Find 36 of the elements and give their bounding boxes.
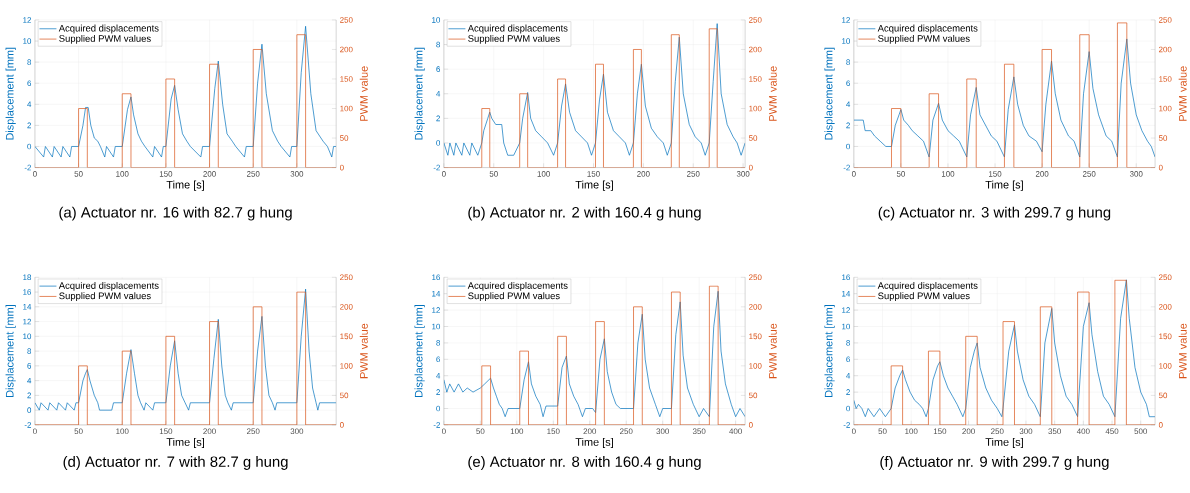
legend-label: Supplied PWM values [468, 35, 560, 44]
y2-axis-title: PWM value [768, 323, 777, 379]
y-axis-title: Displacement [mm] [824, 305, 835, 398]
text: (d) Actuator nr. 7 with 82.7 g hung [63, 456, 288, 471]
y-axis-title: Displacement [mm] [5, 47, 16, 140]
y2-axis-title: PWM value [359, 323, 368, 379]
y2-axis-title: PWM value [768, 66, 777, 121]
legend-label: Acquired displacements [58, 282, 159, 291]
text: (a) Actuator nr. 16 with 82.7 g hung [59, 206, 292, 221]
x-axis-title: Time [s] [166, 180, 204, 191]
legend-label: Acquired displacements [467, 24, 568, 34]
legend-label: Acquired displacements [58, 24, 159, 34]
x-axis-title: Time [s] [575, 180, 613, 191]
x-axis-title: Time [s] [575, 438, 613, 449]
legend-label: Acquired displacements [877, 24, 978, 34]
text: (e) Actuator nr. 8 with 160.4 g hung [468, 456, 701, 471]
y-axis-title: Displacement [mm] [824, 47, 835, 140]
x-axis-title: Time [s] [985, 180, 1023, 191]
text: (f) Actuator nr. 9 with 299.7 g hung [880, 456, 1109, 471]
legend-label: Acquired displacements [467, 282, 568, 291]
x-axis-title: Time [s] [985, 438, 1023, 449]
legend-label: Supplied PWM values [878, 35, 970, 44]
text: (c) Actuator nr. 3 with 299.7 g hung [878, 206, 1111, 221]
legend-label: Supplied PWM values [468, 292, 560, 302]
text: (b) Actuator nr. 2 with 160.4 g hung [468, 206, 701, 221]
y2-axis-title: PWM value [1178, 323, 1187, 379]
legend-label: Supplied PWM values [878, 292, 970, 302]
y-axis-title: Displacement [mm] [414, 305, 425, 398]
legend-label: Supplied PWM values [59, 292, 151, 302]
legend-label: Supplied PWM values [59, 35, 151, 44]
y2-axis-title: PWM value [1178, 66, 1187, 121]
y-axis-title: Displacement [mm] [5, 305, 16, 398]
y-axis-title: Displacement [mm] [414, 47, 425, 140]
x-axis-title: Time [s] [166, 438, 204, 449]
legend-label: Acquired displacements [877, 282, 978, 291]
y2-axis-title: PWM value [359, 66, 368, 121]
